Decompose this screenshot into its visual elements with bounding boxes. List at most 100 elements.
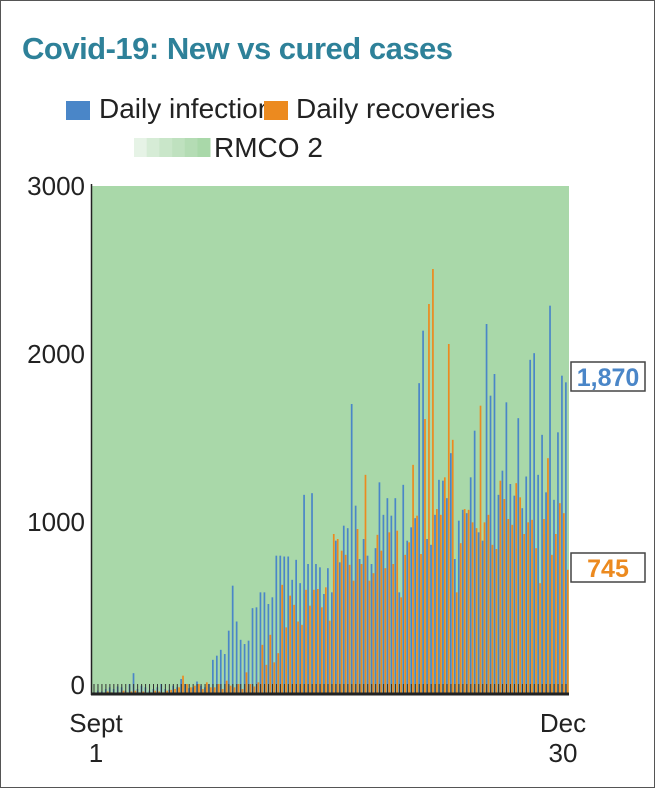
bar-infections <box>354 505 357 694</box>
bar-infections <box>430 544 432 694</box>
bar-recoveries <box>507 519 510 694</box>
bar-recoveries <box>392 564 395 694</box>
bar-infections <box>231 585 234 694</box>
bar-infections <box>271 597 274 694</box>
bar-recoveries <box>463 509 466 694</box>
bar-infections <box>370 564 373 694</box>
bar-recoveries <box>352 580 355 694</box>
bar-infections <box>394 498 397 694</box>
bar-recoveries <box>479 405 482 694</box>
bar-infections <box>287 556 290 694</box>
bar-infections <box>227 630 230 694</box>
bar-infections <box>334 540 337 694</box>
bar-infections <box>295 559 297 694</box>
bar-recoveries <box>166 690 168 694</box>
bar-infections <box>497 494 500 694</box>
legend-swatch-segment <box>184 138 198 157</box>
bar-recoveries <box>388 532 391 694</box>
bar-recoveries <box>285 627 287 694</box>
bar-recoveries <box>182 675 184 694</box>
bar-infections <box>366 555 369 694</box>
bar-recoveries <box>213 687 216 694</box>
bar-recoveries <box>555 534 557 694</box>
legend-swatch-rmco <box>134 138 211 157</box>
bar-infections <box>386 498 389 694</box>
bar-infections <box>279 555 282 694</box>
bar-infections <box>469 477 472 694</box>
bar-recoveries <box>344 554 347 694</box>
bar-recoveries <box>194 685 196 694</box>
bar-recoveries <box>356 529 359 694</box>
bar-infections <box>513 495 516 694</box>
bar-infections <box>434 514 436 694</box>
bar-recoveries <box>289 595 291 694</box>
bar-infections <box>323 594 325 694</box>
bar-infections <box>529 359 532 694</box>
bar-infections <box>243 644 246 694</box>
bar-recoveries <box>317 589 319 694</box>
bar-infections <box>493 374 496 694</box>
bar-recoveries <box>562 513 565 694</box>
bar-infections <box>461 509 464 694</box>
bar-infections <box>378 482 381 694</box>
callout-infections: 1,870 <box>577 364 640 392</box>
bar-infections <box>259 592 262 694</box>
bar-infections <box>517 418 520 694</box>
bar-infections <box>331 592 333 694</box>
bar-infections <box>374 548 377 694</box>
bar-recoveries <box>416 515 418 694</box>
bar-recoveries <box>265 664 268 694</box>
bar-infections <box>239 639 242 694</box>
bar-recoveries <box>134 690 137 694</box>
bar-recoveries <box>455 592 458 694</box>
bar-recoveries <box>273 662 276 694</box>
bar-recoveries <box>515 483 518 694</box>
bar-infections <box>406 540 409 694</box>
bar-infections <box>132 673 135 694</box>
bar-infections <box>311 493 313 694</box>
bar-recoveries <box>249 684 252 694</box>
bar-recoveries <box>253 686 256 694</box>
bar-infections <box>489 395 492 694</box>
bar-infections <box>477 532 480 694</box>
bar-recoveries <box>531 519 533 694</box>
bar-infections <box>255 607 258 694</box>
bar-infections <box>291 579 294 694</box>
bar-recoveries <box>245 672 248 694</box>
bar-infections <box>215 655 218 694</box>
bar-recoveries <box>420 554 422 694</box>
bar-recoveries <box>483 522 486 694</box>
x-label-end-month: Dec <box>540 708 586 738</box>
bar-recoveries <box>451 439 454 694</box>
bar-infections <box>299 583 301 694</box>
bar-infections <box>473 430 476 694</box>
bar-infections <box>319 567 321 694</box>
x-label-start-month: Sept <box>69 708 123 738</box>
bar-infections <box>426 539 428 694</box>
bar-recoveries <box>519 497 522 694</box>
bar-recoveries <box>170 689 172 694</box>
bar-recoveries <box>360 564 363 694</box>
bar-recoveries <box>547 458 549 694</box>
bar-recoveries <box>404 554 406 694</box>
bar-infections <box>442 480 444 694</box>
bar-recoveries <box>467 509 470 694</box>
bar-recoveries <box>523 534 525 694</box>
bar-recoveries <box>269 634 272 694</box>
legend-swatch-infections <box>66 101 90 120</box>
bar-recoveries <box>559 503 561 694</box>
bar-recoveries <box>380 550 383 694</box>
bar-recoveries <box>332 534 335 694</box>
bar-recoveries <box>321 607 323 694</box>
bar-recoveries <box>491 544 494 694</box>
bar-recoveries <box>424 419 426 694</box>
bar-recoveries <box>459 543 462 694</box>
bar-infections <box>565 382 567 694</box>
y-tick-2000: 2000 <box>27 339 85 369</box>
chart-title: Covid-19: New vs cured cases <box>22 31 453 66</box>
bar-recoveries <box>432 269 434 694</box>
bar-infections <box>338 562 341 694</box>
bar-infections <box>307 564 309 694</box>
bar-recoveries <box>396 530 399 694</box>
